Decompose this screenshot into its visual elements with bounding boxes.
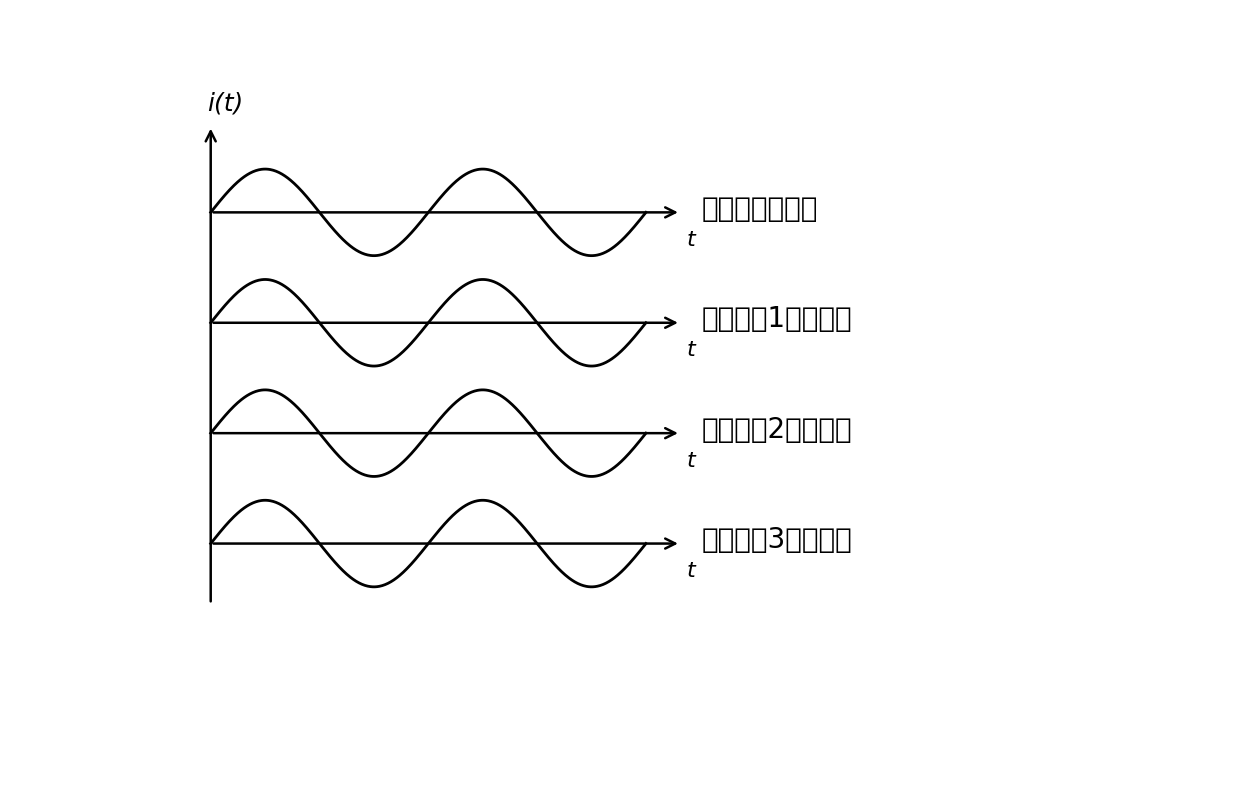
Text: 试验台发出波形: 试验台发出波形 xyxy=(702,195,818,222)
Text: 采集单元3检测波形: 采集单元3检测波形 xyxy=(702,526,852,553)
Text: t: t xyxy=(687,230,696,250)
Text: 采集单元2检测波形: 采集单元2检测波形 xyxy=(702,415,852,443)
Text: 采集单元1检测波形: 采集单元1检测波形 xyxy=(702,305,852,333)
Text: t: t xyxy=(687,450,696,470)
Text: t: t xyxy=(687,340,696,360)
Text: i(t): i(t) xyxy=(207,92,243,116)
Text: t: t xyxy=(687,560,696,581)
